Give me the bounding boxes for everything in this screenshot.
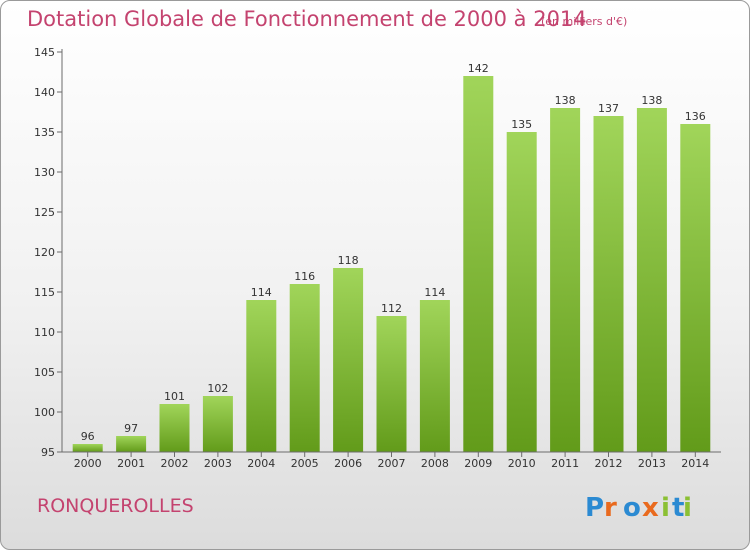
bar <box>116 436 147 452</box>
bar-value-label: 137 <box>598 102 619 115</box>
bar <box>72 444 103 452</box>
x-tick-label: 2008 <box>421 457 449 470</box>
x-tick-label: 2001 <box>117 457 145 470</box>
bar-value-label: 118 <box>338 254 359 267</box>
logo-letter: o <box>623 493 641 523</box>
bar-value-label: 97 <box>124 422 138 435</box>
y-tick-label: 135 <box>34 126 55 139</box>
y-tick-label: 110 <box>34 326 55 339</box>
bar-value-label: 101 <box>164 390 185 403</box>
bar-value-label: 142 <box>468 62 489 75</box>
bar <box>593 116 624 452</box>
bar-value-label: 138 <box>555 94 576 107</box>
x-tick-label: 2014 <box>681 457 709 470</box>
x-tick-label: 2004 <box>247 457 275 470</box>
x-tick-label: 2007 <box>378 457 406 470</box>
x-tick-label: 2003 <box>204 457 232 470</box>
bar-value-label: 138 <box>641 94 662 107</box>
bar <box>159 404 190 452</box>
bar <box>246 300 277 452</box>
x-tick-label: 2006 <box>334 457 362 470</box>
y-tick-label: 145 <box>34 46 55 59</box>
chart-title: Dotation Globale de Fonctionnement de 20… <box>27 7 587 31</box>
bar-value-label: 114 <box>424 286 445 299</box>
x-tick-label: 2009 <box>464 457 492 470</box>
logo-letter: P <box>585 493 604 523</box>
y-tick-label: 95 <box>41 446 55 459</box>
y-tick-label: 115 <box>34 286 55 299</box>
bar-value-label: 116 <box>294 270 315 283</box>
logo-letter: i <box>683 493 692 523</box>
bar-value-label: 136 <box>685 110 706 123</box>
bar-value-label: 102 <box>207 382 228 395</box>
x-tick-label: 2012 <box>595 457 623 470</box>
bar <box>680 124 711 452</box>
x-tick-label: 2011 <box>551 457 579 470</box>
bar <box>376 316 407 452</box>
bar <box>333 268 364 452</box>
x-tick-label: 2013 <box>638 457 666 470</box>
y-tick-label: 120 <box>34 246 55 259</box>
bar <box>289 284 320 452</box>
logo-letter: x <box>642 493 659 523</box>
bar <box>463 76 494 452</box>
x-tick-label: 2002 <box>161 457 189 470</box>
bar-value-label: 114 <box>251 286 272 299</box>
y-tick-label: 130 <box>34 166 55 179</box>
chart-subtitle: (en milliers d'€) <box>541 15 628 28</box>
bar-value-label: 112 <box>381 302 402 315</box>
x-tick-label: 2010 <box>508 457 536 470</box>
logo-letter: t <box>672 493 684 523</box>
y-tick-label: 125 <box>34 206 55 219</box>
x-tick-label: 2000 <box>74 457 102 470</box>
bar <box>419 300 450 452</box>
y-tick-label: 140 <box>34 86 55 99</box>
bar <box>202 396 233 452</box>
bar-value-label: 96 <box>81 430 95 443</box>
bar-value-label: 135 <box>511 118 532 131</box>
logo-letter: i <box>661 493 670 523</box>
y-tick-label: 105 <box>34 366 55 379</box>
logo-letter: r <box>604 493 617 523</box>
bar <box>636 108 667 452</box>
commune-name: RONQUEROLLES <box>37 495 194 517</box>
x-tick-label: 2005 <box>291 457 319 470</box>
bar <box>550 108 581 452</box>
bar <box>506 132 537 452</box>
y-tick-label: 100 <box>34 406 55 419</box>
